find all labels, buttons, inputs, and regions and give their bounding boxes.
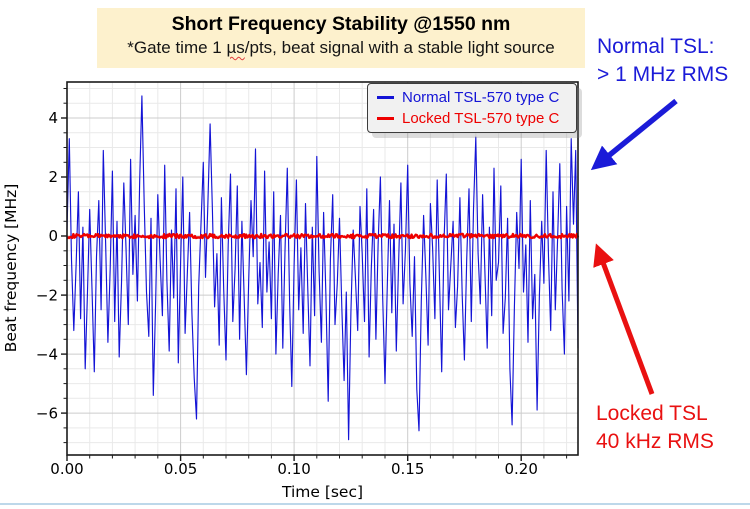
beat-frequency-chart: 0.00 0.05 0.10 0.15 0.20 4 2 0 −2 −4 −6 Time [sec] B… (2, 81, 580, 501)
x-tick-label: 0.10 (277, 460, 310, 478)
x-tick-label: 0.05 (164, 460, 197, 478)
legend-label-normal: Normal TSL-570 type C (402, 89, 560, 106)
locked-series-line (66, 232, 580, 240)
y-tick-label: −6 (36, 404, 58, 422)
x-tick-label: 0.15 (391, 460, 424, 478)
slide-bottom-edge (0, 503, 750, 505)
blue-arrow (590, 98, 678, 171)
y-tick-label: 2 (48, 168, 58, 186)
normal-series-line (66, 95, 579, 441)
annotation-locked-line2: 40 kHz RMS (596, 430, 714, 453)
annotation-locked-line1: Locked TSL (596, 402, 708, 425)
y-tick-label: 4 (48, 109, 58, 127)
legend-line-sample-blue (377, 96, 394, 99)
legend-entry-normal: Normal TSL-570 type C (377, 88, 567, 107)
annotation-normal-line1: Normal TSL: (597, 35, 715, 58)
annotation-locked-tsl: Locked TSL 40 kHz RMS (596, 400, 714, 456)
annotation-normal-line2: > 1 MHz RMS (597, 63, 729, 86)
subtitle-text-pre: *Gate time 1 (127, 38, 227, 57)
legend-label-locked: Locked TSL-570 type C (402, 110, 560, 127)
subtitle-spellcheck-word: µs (226, 38, 245, 57)
annotation-normal-tsl: Normal TSL: > 1 MHz RMS (597, 33, 728, 89)
x-axis-label: Time [sec] (281, 483, 363, 501)
y-axis-label: Beat frequency [MHz] (2, 184, 20, 353)
x-tick-label: 0.20 (504, 460, 537, 478)
chart-legend: Normal TSL-570 type C Locked TSL-570 typ… (367, 83, 577, 133)
y-tick-label: −2 (36, 286, 58, 304)
subtitle-text-post: /pts, beat signal with a stable light so… (244, 38, 555, 57)
chart-subtitle: *Gate time 1 µs/pts, beat signal with a … (97, 38, 585, 58)
y-tick-label: 0 (48, 227, 58, 245)
plot-frame (66, 81, 579, 456)
chart-title: Short Frequency Stability @1550 nm (171, 13, 511, 35)
x-tick-label: 0.00 (50, 460, 83, 478)
legend-entry-locked: Locked TSL-570 type C (377, 109, 567, 128)
y-tick-label: −4 (36, 345, 58, 363)
legend-line-sample-red (377, 117, 394, 120)
title-box: Short Frequency Stability @1550 nm *Gate… (97, 8, 585, 68)
red-arrow (593, 243, 655, 395)
